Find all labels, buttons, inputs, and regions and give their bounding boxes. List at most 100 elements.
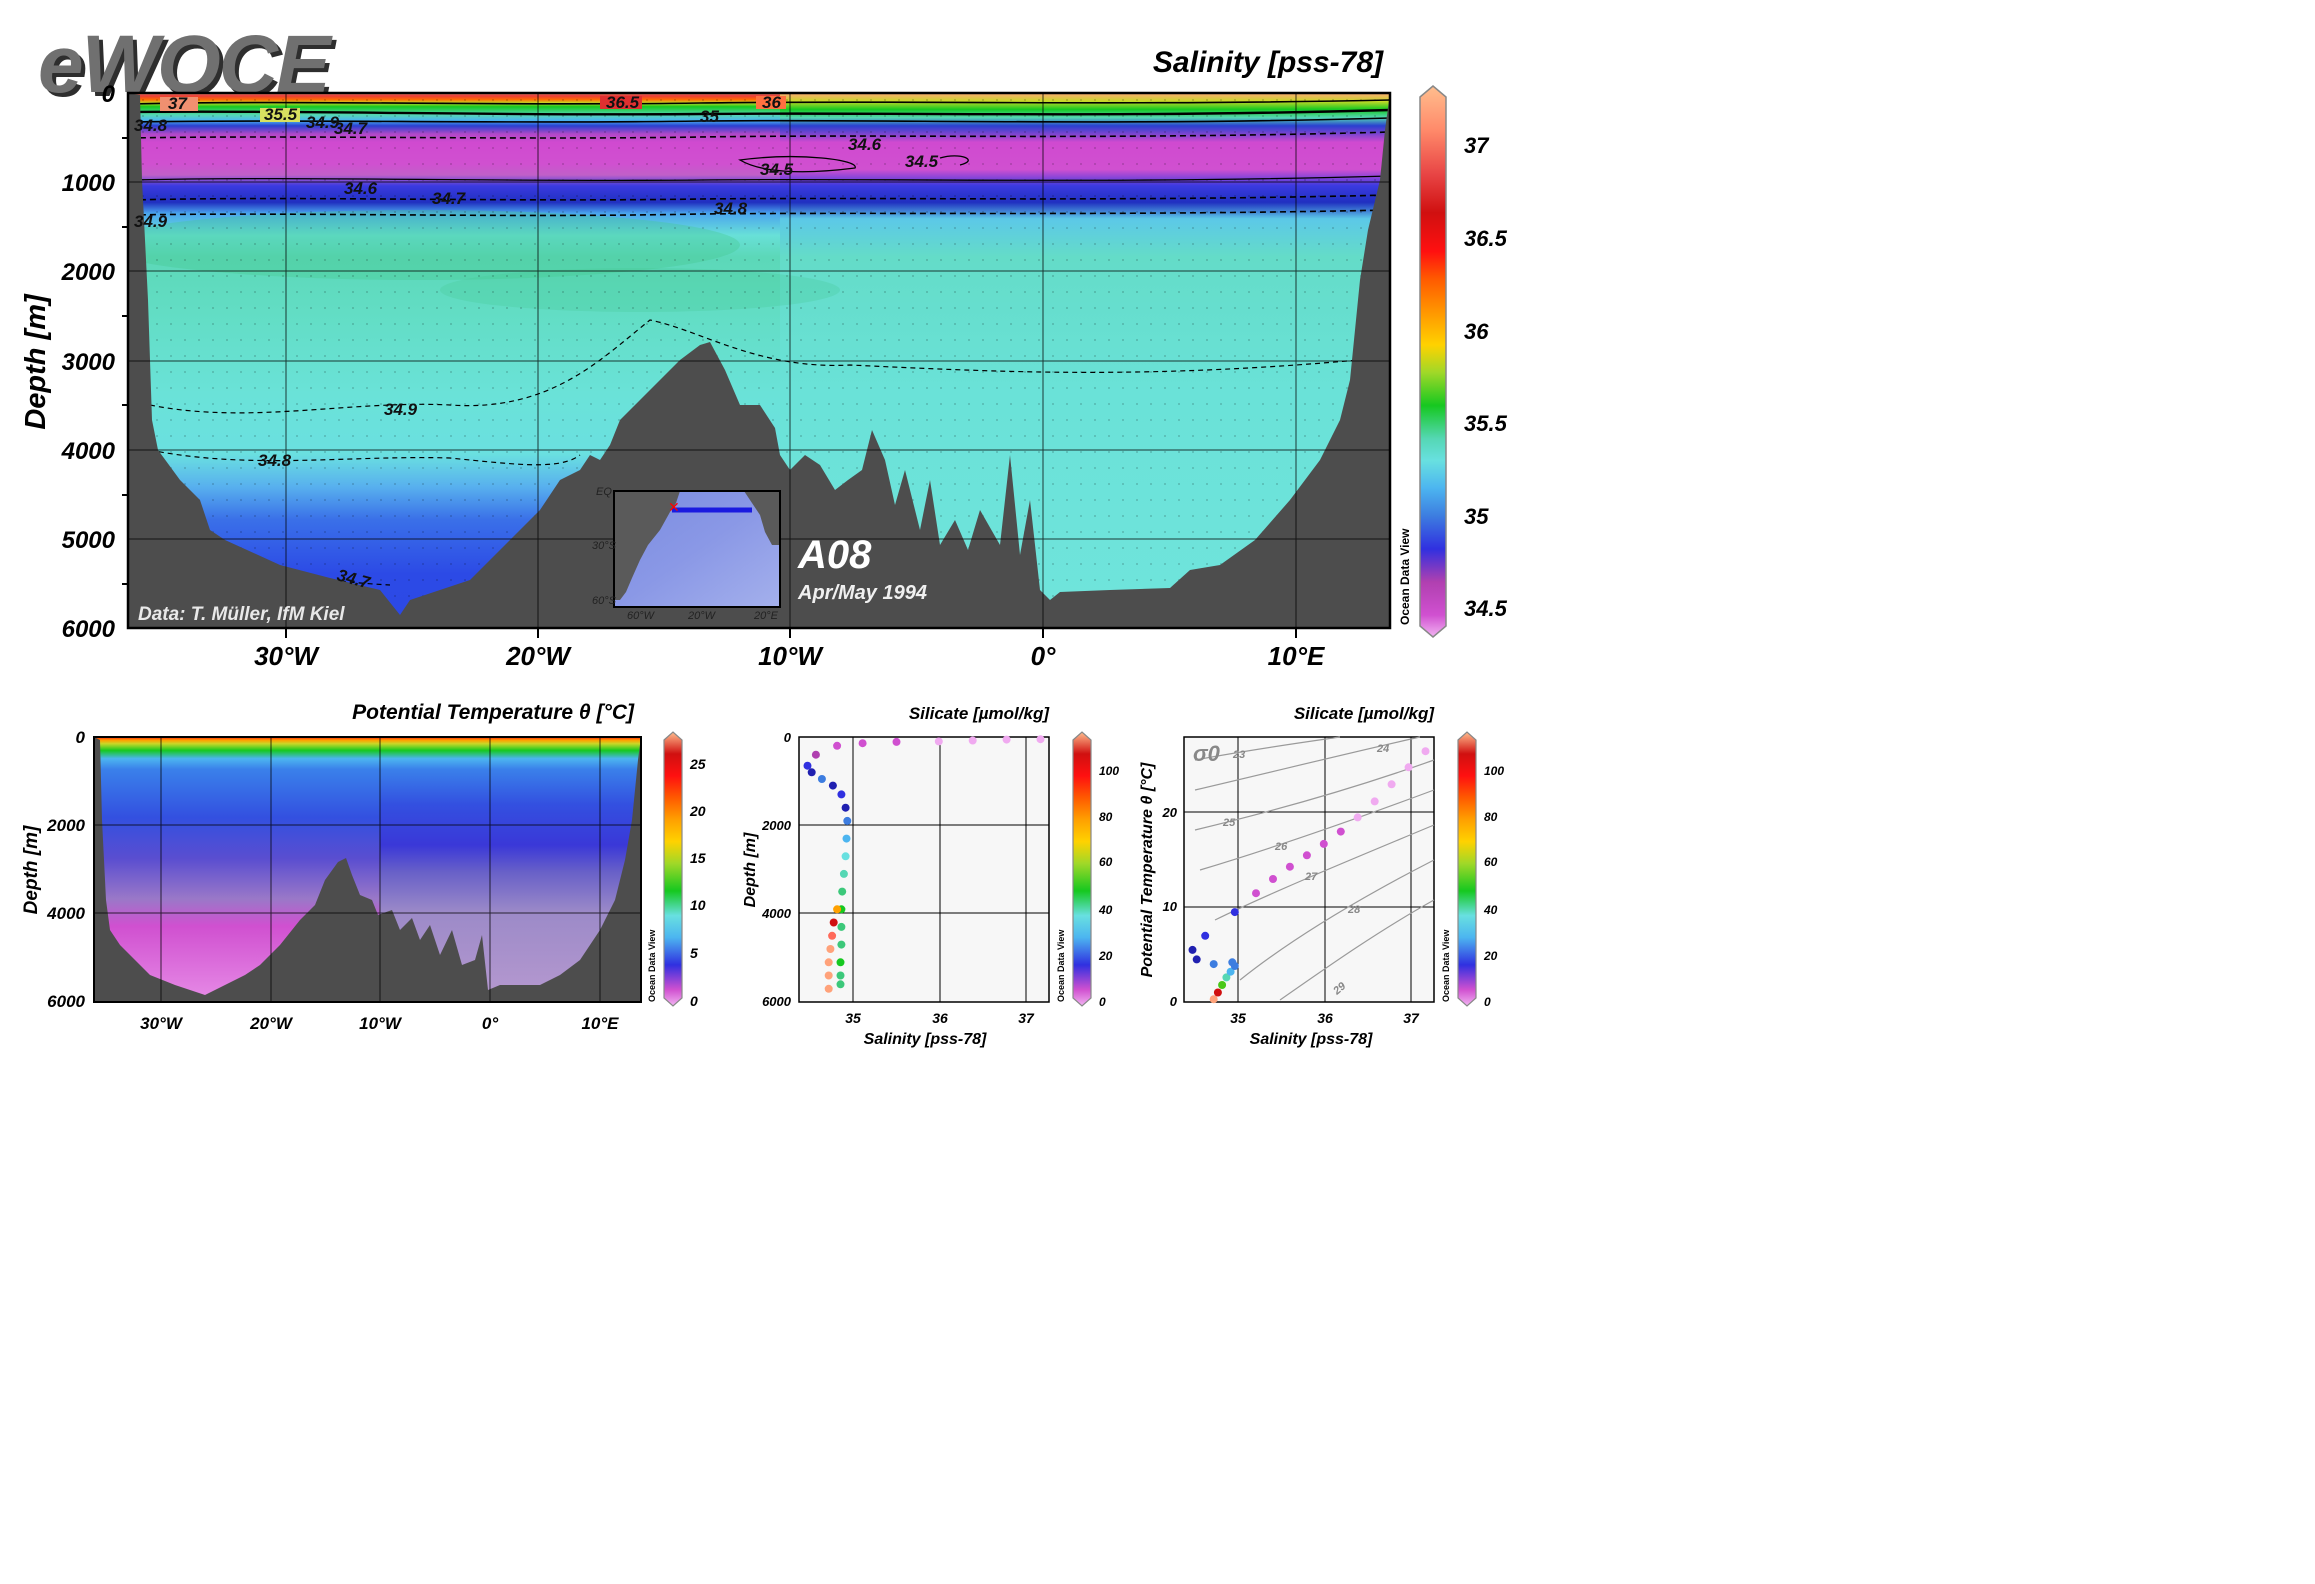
ytick-label: 4000 [761,906,792,921]
main-tick-marks [122,137,1297,638]
data-point [824,958,833,967]
colorbar-gradient [663,731,683,1007]
inset-lat-label: 30°S [592,540,617,552]
xtick-label: 20°W [249,1014,294,1033]
cbar-tick: 20 [1098,949,1113,963]
ytick-label: 0 [102,81,116,108]
main-yticks: 0 1000 2000 3000 4000 5000 6000 [61,81,116,643]
ytick-label: 1000 [62,170,116,197]
cbar-tick: 100 [1484,764,1504,778]
ytick-label: 0 [76,728,86,747]
ts-scatter-plot: 23 24 25 26 27 28 29 σ0 Silicate [µmol/k… [1139,704,1504,1048]
section-name: A08 [797,533,872,577]
data-point [1002,735,1011,744]
cbar-tick: 5 [690,945,698,961]
data-point [1222,973,1231,982]
contour-label: 35.5 [264,105,298,124]
data-point [841,803,850,812]
temp-ylabel: Depth [m] [21,825,42,914]
data-point [1421,747,1430,756]
contour-label: 37 [168,94,188,113]
odv-label: Ocean Data View [1056,929,1066,1002]
data-point [1209,960,1218,969]
cbar-tick: 60 [1099,855,1113,869]
salinity-section-plot [126,91,1392,630]
xtick-label: 30°W [254,641,320,671]
data-point [1201,931,1210,940]
main-title: Salinity [pss-78] [1153,46,1384,79]
odv-label: Ocean Data View [647,929,657,1002]
colorbar-gradient [1072,731,1092,1007]
temp-gridlines [94,737,641,1002]
ytick-label: 4000 [46,904,85,923]
contour-label: 36.5 [606,93,640,112]
inset-start-marker: ✕ [668,499,680,515]
xtick-label: 35 [1230,1010,1246,1026]
xtick-label: 10°W [359,1014,403,1033]
data-point [824,971,833,980]
cbar-tick: 40 [1098,903,1113,917]
data-point [1230,908,1239,917]
xtick-label: 36 [932,1010,948,1026]
xtick-label: 10°W [758,641,824,671]
ytick-label: 20 [1162,805,1178,820]
ytick-label: 0 [1170,994,1178,1009]
contour-label: 34.6 [344,179,378,198]
sigma-label: σ0 [1193,741,1221,766]
main-xticks: 30°W 20°W 10°W 0° 10°E [254,641,1325,671]
inset-lon-label: 20°W [687,610,717,622]
isopycnal-label: 27 [1304,871,1318,883]
data-point [1226,967,1235,976]
inset-lat-label: EQ [596,486,612,498]
data-point [833,741,842,750]
data-point [828,781,837,790]
data-point [817,775,826,783]
contour-label: 34.7 [334,119,369,138]
contour-label: 34.9 [134,212,168,231]
sd-ylabel: Depth [m] [742,832,759,907]
xtick-label: 10°E [1268,641,1325,671]
data-point [1218,981,1227,989]
data-point [829,918,838,927]
xtick-label: 20°W [505,641,572,671]
data-point [838,887,847,896]
data-point [892,737,901,746]
data-point [837,940,846,949]
data-point [803,761,812,770]
data-point [1387,780,1396,789]
data-point [839,869,848,878]
data-point [824,984,833,993]
cbar-tick: 35.5 [1464,411,1508,436]
ts-ylabel: Potential Temperature θ [°C] [1139,762,1156,977]
ytick-label: 3000 [62,349,116,376]
temp-title: Potential Temperature θ [°C] [352,701,635,724]
cbar-tick: 0 [1484,995,1491,1009]
data-point [1036,735,1045,744]
data-point [1302,851,1311,860]
data-point [837,790,846,799]
xtick-label: 0° [482,1014,498,1033]
contour-label: 35 [700,107,719,126]
data-point [841,852,850,861]
temp-colorbar: 25 20 15 10 5 0 Ocean Data View [647,731,706,1009]
xtick-label: 30°W [140,1014,184,1033]
salinity-colorbar: 37 36.5 36 35.5 35 34.5 Ocean Data View [1398,85,1508,638]
cbar-tick: 0 [1099,995,1106,1009]
sd-xlabel: Salinity [pss-78] [864,1031,987,1048]
contour-label: 34.5 [760,160,794,179]
data-point [1370,797,1379,806]
data-point [833,905,842,914]
ytick-label: 2000 [46,816,85,835]
data-point [968,736,977,745]
ytick-label: 5000 [62,527,116,554]
inset-lat-label: 60°S [592,595,617,607]
cbar-tick: 36 [1464,319,1489,344]
cbar-tick: 37 [1464,133,1490,158]
sd-colorbar: 100 80 60 40 20 0 Ocean Data View [1056,731,1119,1009]
temp-frame [93,736,642,1003]
data-point [1192,955,1201,964]
ytick-label: 2000 [61,259,116,286]
data-point [836,958,845,967]
xtick-label: 37 [1403,1010,1420,1026]
cbar-tick: 10 [690,897,706,913]
